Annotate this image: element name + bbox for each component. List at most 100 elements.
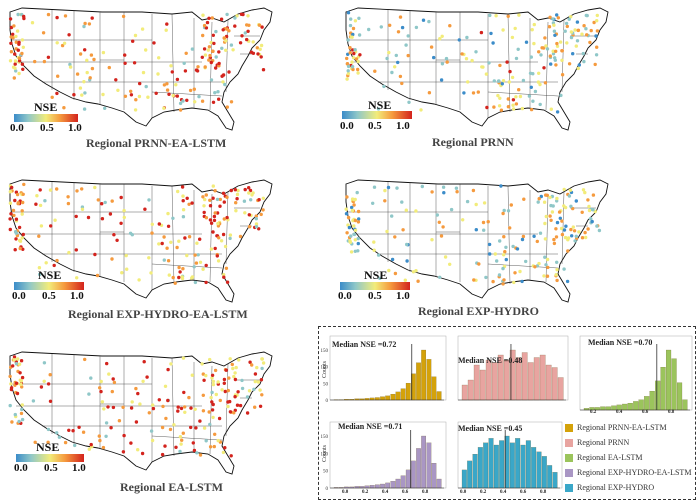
gauge-point xyxy=(529,107,534,112)
gauge-point xyxy=(233,24,237,28)
gauge-point xyxy=(555,220,560,225)
gauge-point xyxy=(171,93,175,98)
gauge-point xyxy=(162,235,166,239)
histogram-bar xyxy=(547,465,553,489)
colorbar-tick: 1.0 xyxy=(70,290,84,302)
gauge-point xyxy=(119,221,123,225)
gauge-point xyxy=(208,53,212,58)
gauge-point xyxy=(143,207,147,211)
histogram-bar xyxy=(557,377,564,401)
map-caption: Regional PRNN-EA-LSTM xyxy=(86,136,227,150)
gauge-point xyxy=(571,206,575,211)
gauge-point xyxy=(161,404,165,409)
gauge-point xyxy=(518,269,522,274)
gauge-point xyxy=(192,448,197,453)
gauge-point xyxy=(17,71,21,76)
legend-item: Regional PRNN-EA-LSTM xyxy=(565,420,695,435)
gauge-point xyxy=(147,256,151,260)
histogram-bar xyxy=(552,472,558,489)
gauge-point xyxy=(454,186,459,190)
gauge-point xyxy=(229,188,233,193)
gauge-point xyxy=(203,197,207,202)
gauge-point xyxy=(555,110,560,114)
gauge-point xyxy=(583,230,587,235)
gauge-point xyxy=(569,204,573,208)
gauge-point xyxy=(545,274,550,278)
histogram-bar xyxy=(627,402,633,411)
gauge-point xyxy=(357,217,361,221)
gauge-point xyxy=(221,28,225,32)
gauge-point xyxy=(555,260,559,264)
gauge-point xyxy=(180,438,184,442)
gauge-point xyxy=(254,214,258,218)
gauge-point xyxy=(358,53,362,57)
gauge-point xyxy=(533,89,538,94)
gauge-point xyxy=(190,47,195,51)
gauge-point xyxy=(261,361,266,365)
colorbar-tick: 0.5 xyxy=(42,290,56,302)
histogram-bar xyxy=(676,382,683,411)
gauge-point xyxy=(198,260,203,264)
histogram-bar xyxy=(525,440,531,489)
gauge-point xyxy=(566,249,570,253)
gauge-point xyxy=(11,208,16,213)
gauge-point xyxy=(457,38,461,42)
gauge-point xyxy=(254,217,258,221)
gauge-point xyxy=(449,207,454,212)
state-border xyxy=(225,19,229,93)
gauge-point xyxy=(351,26,356,31)
gauge-point xyxy=(555,13,559,17)
gauge-point xyxy=(215,254,219,258)
gauge-point xyxy=(595,13,599,18)
gauge-point xyxy=(181,356,186,360)
gauge-point xyxy=(20,51,24,56)
gauge-point xyxy=(233,371,237,375)
gauge-point xyxy=(538,82,542,87)
gauge-point xyxy=(20,375,25,380)
gauge-point xyxy=(221,232,226,237)
gauge-point xyxy=(346,38,350,42)
gauge-point xyxy=(548,54,552,58)
gauge-point xyxy=(348,240,353,244)
gauge-point xyxy=(8,403,12,408)
gauge-point xyxy=(93,185,97,190)
gauge-point xyxy=(169,64,173,68)
gauge-point xyxy=(121,14,126,19)
gauge-point xyxy=(506,97,510,101)
gauge-point xyxy=(220,74,224,78)
histogram-plot: 0 50 100 150 xyxy=(321,335,447,404)
gauge-point xyxy=(477,262,481,266)
gauge-point xyxy=(21,192,25,196)
gauge-point xyxy=(240,378,244,383)
histogram-bar xyxy=(416,362,421,401)
gauge-point xyxy=(220,46,224,50)
gauge-point xyxy=(573,28,577,32)
gauge-point xyxy=(217,50,221,54)
gauge-point xyxy=(484,275,488,280)
gauge-point xyxy=(116,88,120,93)
gauge-point xyxy=(211,379,216,384)
gauge-point xyxy=(546,265,550,270)
gauge-point xyxy=(580,32,584,36)
gauge-point xyxy=(226,404,230,409)
gauge-point xyxy=(210,390,214,395)
gauge-point xyxy=(382,84,386,89)
gauge-point xyxy=(521,234,526,239)
y-tick: 100 xyxy=(321,452,329,457)
gauge-point xyxy=(88,76,92,80)
gauge-point xyxy=(248,188,253,193)
histogram-bar xyxy=(488,438,494,489)
gauge-point xyxy=(48,373,52,377)
gauge-point xyxy=(166,224,171,228)
histogram-bar xyxy=(499,440,505,489)
gauge-point xyxy=(542,66,546,70)
gauge-point xyxy=(125,267,129,271)
gauge-point xyxy=(18,371,22,375)
gauge-point xyxy=(552,29,557,33)
gauge-point xyxy=(162,106,166,110)
gauge-point xyxy=(147,411,151,415)
gauge-point xyxy=(17,419,21,424)
gauge-point xyxy=(203,65,207,69)
gauge-point xyxy=(539,194,543,199)
gauge-point xyxy=(67,250,71,255)
